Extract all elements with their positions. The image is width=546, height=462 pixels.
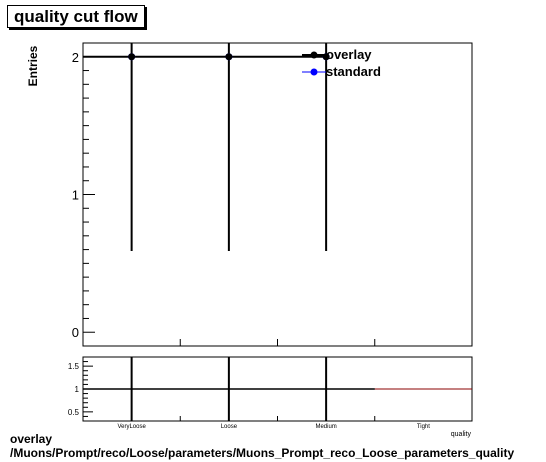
main-y-axis: 0 1 2	[72, 50, 95, 340]
legend-overlay-marker	[310, 51, 318, 59]
legend-standard-marker	[310, 68, 318, 76]
caption-line-1: overlay	[10, 432, 53, 446]
x-category-label: Medium	[315, 424, 336, 430]
x-category-label: Loose	[221, 424, 238, 430]
plot-title: quality cut flow	[7, 5, 145, 28]
ratio-y-tick-label: 1.5	[68, 362, 80, 371]
x-category-label: VeryLoose	[117, 424, 146, 430]
y-tick-label: 1	[72, 188, 79, 203]
y-axis-label: Entries	[26, 45, 40, 86]
legend-standard-label: standard	[326, 64, 381, 79]
ratio-plot-panel: 0.5 1 1.5 VeryLoose Loose Medium Tight qualit…	[68, 356, 473, 438]
data-point-overlay	[128, 53, 136, 61]
x-axis-label: quality	[451, 431, 472, 438]
caption-line-2: /Muons/Prompt/reco/Loose/parameters/Muon…	[10, 446, 515, 460]
main-error-bars	[130, 43, 328, 251]
main-x-axis	[179, 339, 376, 346]
y-tick-label: 0	[72, 325, 79, 340]
main-plot-panel: 0 1 2 Entries overlay standard	[26, 42, 473, 347]
ratio-y-tick-label: 0.5	[68, 408, 80, 417]
x-category-label: Tight	[417, 424, 430, 430]
legend-overlay-label: overlay	[326, 47, 372, 62]
y-tick-label: 2	[72, 50, 79, 65]
ratio-y-tick-label: 1	[75, 385, 80, 394]
data-point-overlay	[225, 53, 233, 61]
legend: overlay standard	[302, 47, 381, 79]
main-plot-frame	[82, 42, 473, 347]
ratio-x-axis: VeryLoose Loose Medium Tight	[117, 424, 430, 430]
